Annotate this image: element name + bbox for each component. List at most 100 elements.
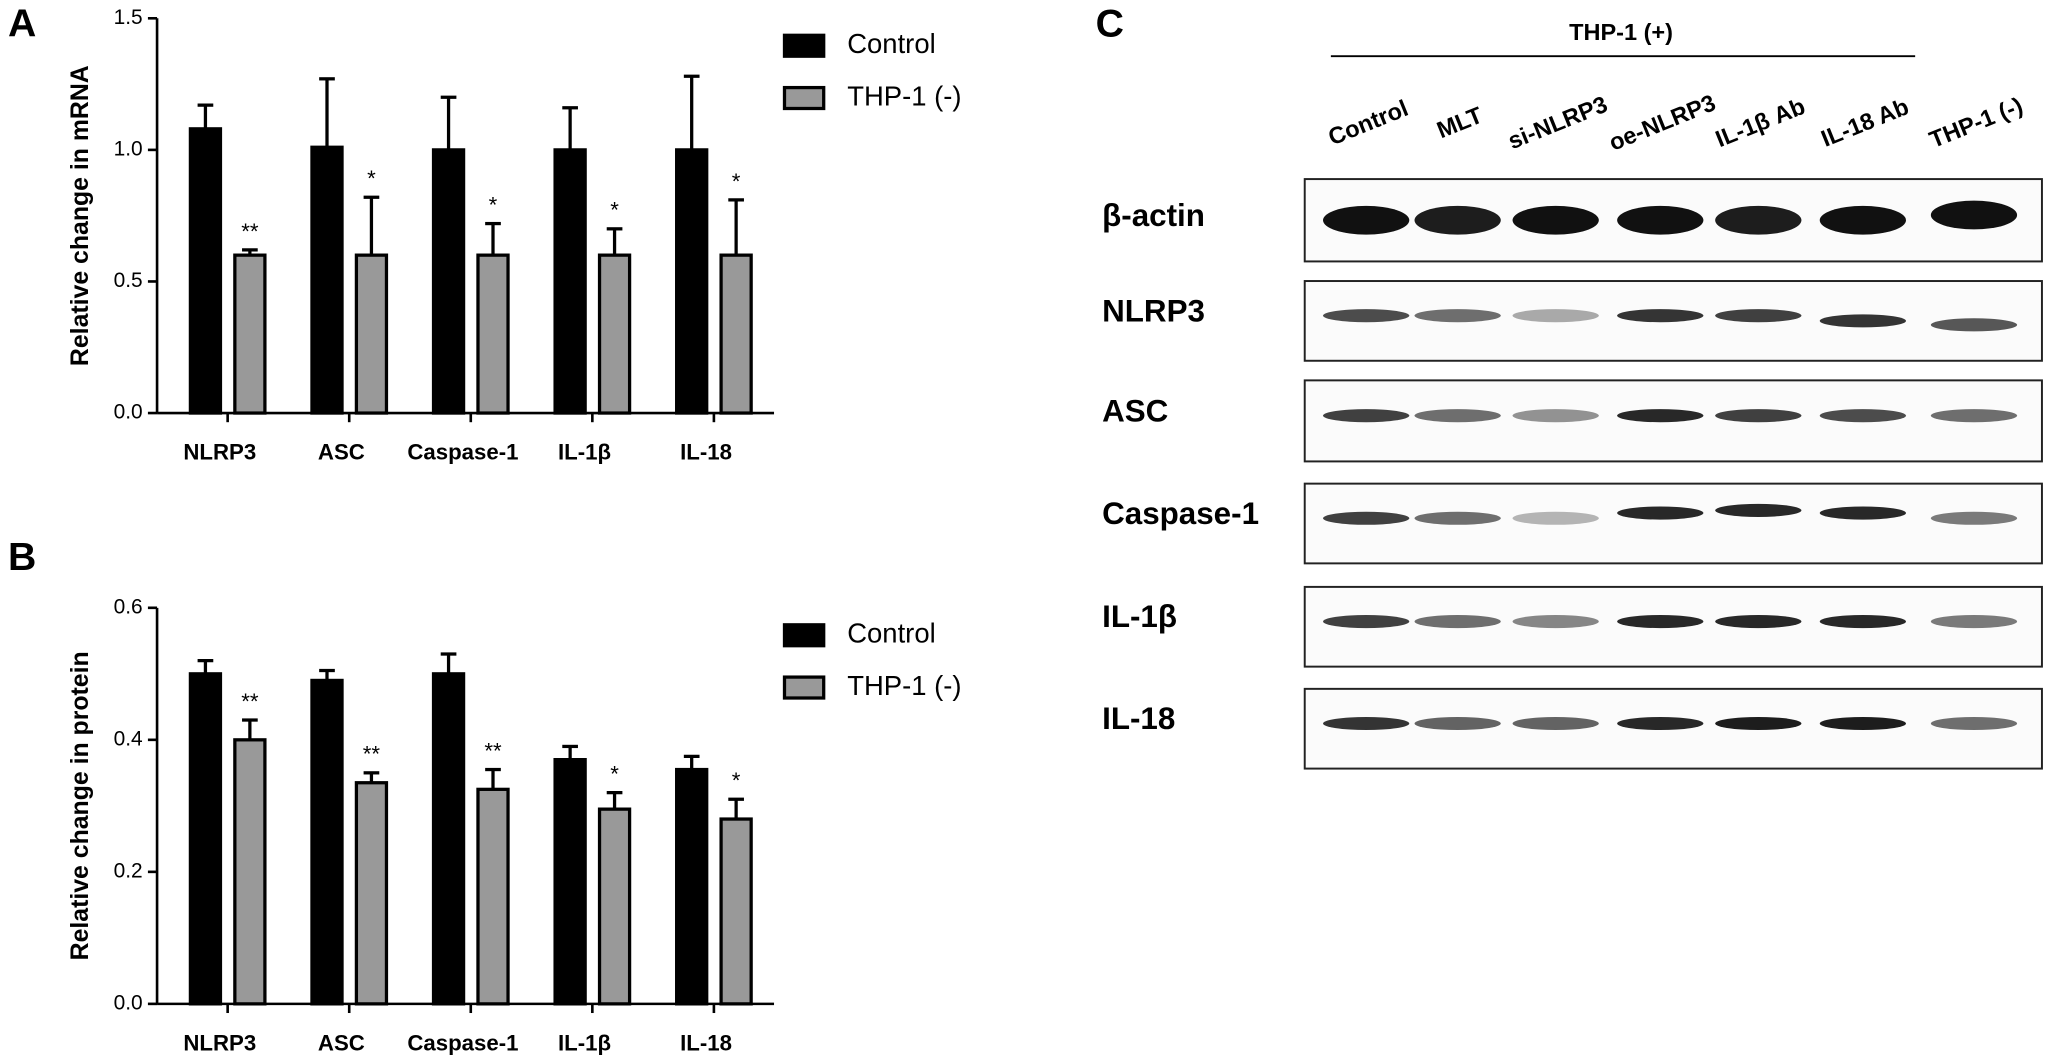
band (1414, 409, 1501, 423)
band (1930, 200, 2018, 230)
group-label: THP-1 (+) (1569, 19, 1673, 45)
x-tick-label: IL-1β (558, 439, 611, 464)
x-tick-label: IL-1β (558, 1030, 611, 1055)
band (1617, 309, 1704, 323)
band (1715, 716, 1802, 731)
band (1819, 506, 1907, 520)
band (1512, 309, 1599, 323)
band (1930, 716, 2018, 731)
significance: * (610, 762, 619, 787)
legend-label: THP-1 (-) (847, 670, 961, 701)
blot-frame (1303, 482, 2043, 565)
band (1930, 409, 2018, 423)
band (1323, 205, 1410, 235)
significance: * (732, 768, 741, 793)
band (1414, 716, 1501, 731)
lane-label: si-NLRP3 (1504, 91, 1611, 154)
significance: ** (363, 742, 381, 767)
band (1323, 615, 1410, 629)
band (1323, 309, 1410, 323)
significance: ** (241, 689, 259, 714)
y-tick-label: 0.4 (114, 727, 143, 750)
legend-label: Control (847, 28, 935, 59)
x-tick-label: Caspase-1 (407, 1030, 518, 1055)
bar (354, 781, 389, 1006)
band (1617, 716, 1704, 731)
band (1715, 409, 1802, 423)
band (1512, 716, 1599, 731)
lane-label: IL-1β Ab (1712, 93, 1809, 152)
x-tick-label: ASC (318, 439, 365, 464)
band (1930, 511, 2018, 525)
panel-label: C (1096, 3, 1124, 46)
bar (233, 738, 267, 1006)
bar (553, 758, 587, 1006)
band (1512, 615, 1599, 629)
band (1715, 205, 1802, 235)
band (1512, 511, 1599, 525)
y-tick-label: 1.5 (114, 6, 143, 29)
band (1414, 511, 1501, 525)
row-label: IL-18 (1102, 701, 1175, 736)
significance: ** (484, 738, 502, 763)
bar (553, 148, 587, 415)
row-label: β-actin (1102, 198, 1205, 233)
bar (719, 817, 753, 1006)
band (1715, 503, 1802, 517)
band (1323, 716, 1410, 731)
row-label: Caspase-1 (1102, 496, 1259, 531)
x-tick-label: NLRP3 (183, 439, 256, 464)
y-axis-label: Relative change in protein (67, 651, 94, 960)
legend-swatch (782, 675, 826, 700)
significance: * (732, 169, 741, 194)
row-label: IL-1β (1102, 599, 1177, 634)
bar (354, 253, 389, 415)
band (1715, 615, 1802, 629)
bar (310, 678, 344, 1006)
bar (431, 672, 466, 1006)
band (1617, 409, 1704, 423)
x-tick-label: IL-18 (680, 1030, 732, 1055)
band (1819, 409, 1907, 423)
y-tick-label: 0.5 (114, 269, 143, 292)
significance: * (489, 192, 498, 217)
band (1323, 409, 1410, 423)
band (1617, 205, 1704, 235)
lane-label: Control (1324, 95, 1411, 150)
lane-label: oe-NLRP3 (1605, 89, 1719, 155)
band (1819, 205, 1907, 235)
band (1819, 314, 1907, 328)
band (1819, 716, 1907, 731)
band (1323, 511, 1410, 525)
bar (476, 253, 510, 415)
significance: * (367, 166, 376, 191)
x-tick-label: NLRP3 (183, 1030, 256, 1055)
y-axis-label: Relative change in mRNA (67, 65, 94, 366)
y-tick-label: 1.0 (114, 137, 143, 160)
bar (719, 253, 753, 415)
bar (431, 148, 466, 415)
band (1617, 615, 1704, 629)
legend-label: Control (847, 618, 935, 649)
band (1414, 615, 1501, 629)
y-tick-label: 0.2 (114, 859, 143, 882)
x-tick-label: ASC (318, 1030, 365, 1055)
legend-swatch (782, 623, 826, 648)
bar (188, 127, 223, 415)
band (1512, 409, 1599, 423)
band (1414, 309, 1501, 323)
x-tick-label: Caspase-1 (407, 439, 518, 464)
bar (233, 253, 267, 415)
row-label: ASC (1102, 393, 1168, 428)
lane-label: MLT (1433, 102, 1487, 144)
y-tick-label: 0.6 (114, 595, 143, 618)
panel-label: A (8, 3, 36, 46)
bar (476, 787, 510, 1006)
bar (675, 767, 709, 1006)
legend-swatch (782, 33, 826, 58)
panel-label: B (8, 536, 36, 579)
band (1930, 318, 2018, 332)
bar (675, 148, 709, 415)
bar (597, 253, 632, 415)
significance: ** (241, 219, 259, 244)
